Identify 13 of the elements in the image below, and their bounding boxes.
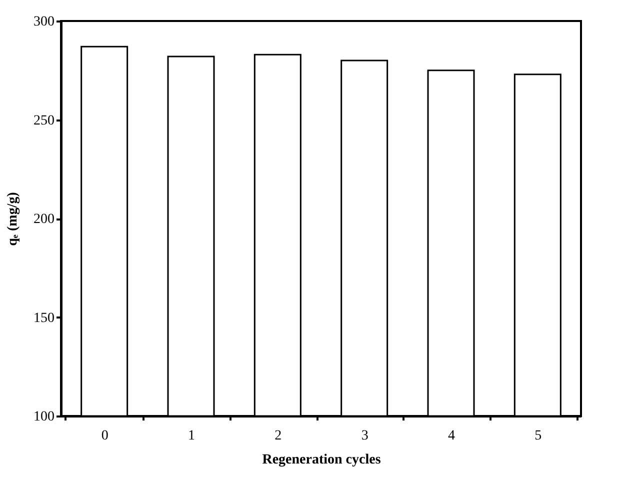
x-tick-label: 2 bbox=[274, 428, 282, 444]
y-axis-title: qₑ (mg/g) bbox=[6, 192, 20, 246]
y-tick-label: 300 bbox=[34, 14, 54, 30]
y-tick-label: 250 bbox=[34, 113, 54, 128]
y-tick-label: 150 bbox=[34, 310, 54, 326]
x-tick-label: 5 bbox=[534, 428, 542, 444]
x-tick-label: 0 bbox=[101, 428, 108, 444]
x-tick-label: 4 bbox=[448, 428, 455, 444]
x-axis-title: Regeneration cycles bbox=[262, 452, 382, 468]
x-tick-label: 3 bbox=[361, 428, 368, 444]
y-tick-label: 100 bbox=[34, 410, 54, 424]
y-tick-label: 200 bbox=[34, 212, 54, 227]
x-tick-label: 1 bbox=[188, 428, 195, 444]
